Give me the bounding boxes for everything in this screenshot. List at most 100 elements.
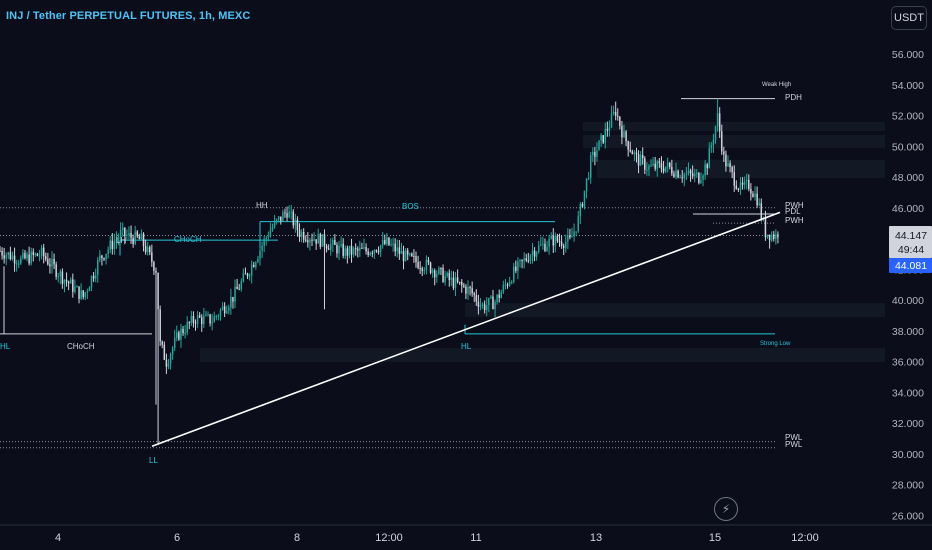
candle-body — [32, 251, 35, 255]
current-price-value: 44.147 — [895, 230, 927, 242]
price-axis-tick: 36.000 — [892, 357, 924, 369]
candle-body — [748, 179, 750, 190]
candle-body — [63, 279, 66, 284]
candle-body — [261, 245, 263, 251]
candle-body — [178, 332, 180, 340]
candle-body — [743, 181, 746, 185]
supply-demand-zone — [597, 160, 885, 178]
candle-body — [196, 315, 199, 324]
candle-body — [700, 179, 702, 183]
candle-body — [775, 234, 777, 239]
pwl-bottom-label: PWL — [785, 440, 803, 449]
time-axis-tick: 12:00 — [791, 532, 819, 544]
candle-body — [311, 239, 313, 241]
time-axis-tick: 8 — [294, 532, 300, 544]
pwl-top-label: PWL — [785, 433, 803, 442]
candle-body — [723, 151, 725, 155]
candle-body — [167, 363, 170, 367]
candle-body — [201, 317, 203, 325]
candle-body — [45, 256, 47, 260]
candle-body — [1, 250, 3, 256]
candle-body — [623, 131, 625, 138]
candle-body — [475, 295, 478, 302]
currency-button[interactable]: USDT — [891, 6, 927, 30]
candle-body — [756, 193, 758, 206]
supply-demand-zone — [583, 135, 885, 148]
candle-body — [215, 315, 218, 317]
candle-body — [313, 239, 315, 241]
candle-body — [633, 152, 636, 155]
candle-body — [329, 244, 332, 250]
candle-body — [691, 173, 694, 177]
candle-body — [675, 170, 677, 177]
candle-body — [473, 293, 475, 296]
candle-body — [465, 286, 467, 294]
candle-body — [78, 286, 80, 299]
candle-body — [5, 254, 7, 259]
candle-body — [346, 248, 349, 256]
candle-body — [325, 245, 328, 249]
candle-body — [59, 271, 62, 277]
candle-body — [309, 239, 311, 243]
price-axis-tick: 50.000 — [892, 141, 924, 153]
candle-body — [375, 250, 378, 252]
candle-body — [182, 328, 184, 334]
choch-white-label: CHoCH — [67, 342, 95, 351]
candle-body — [654, 163, 656, 169]
candle-body — [679, 177, 681, 179]
price-axis-tick: 56.000 — [892, 49, 924, 61]
candle-body — [34, 253, 37, 255]
ascending-trendline[interactable] — [151, 211, 781, 447]
bos-label: BOS — [402, 202, 419, 211]
candle-body — [758, 203, 760, 206]
candle-body — [673, 173, 675, 177]
candle-body — [84, 292, 87, 298]
candle-body — [173, 337, 176, 348]
candle-body — [121, 227, 124, 230]
candle-body — [317, 234, 319, 244]
candle-body — [406, 250, 409, 255]
candle-body — [629, 149, 631, 152]
candle-body — [388, 237, 390, 245]
candle-body — [411, 253, 413, 256]
candle-body — [604, 128, 607, 143]
candle-body — [614, 111, 617, 116]
candle-body — [286, 213, 288, 218]
candle-body — [332, 240, 334, 245]
hl-left-label: HL — [0, 342, 11, 351]
candle-body — [639, 155, 642, 166]
candle-body — [20, 257, 22, 264]
candle-body — [42, 247, 45, 257]
candle-body — [119, 229, 122, 238]
candle-body — [26, 254, 28, 259]
key-level-lines — [0, 98, 775, 449]
candle-body — [510, 282, 513, 284]
last-price-badge — [889, 258, 932, 273]
candle-body — [36, 253, 39, 256]
candle-body — [733, 172, 735, 186]
candle-body — [352, 248, 355, 255]
candle-body — [737, 188, 740, 190]
candle-body — [569, 235, 571, 238]
candle-body — [608, 127, 611, 131]
price-axis-tick: 38.000 — [892, 326, 924, 338]
candle-body — [436, 273, 438, 278]
order-block-zones — [200, 122, 885, 362]
candle-body — [523, 258, 525, 261]
candle-body — [517, 261, 519, 271]
candle-body — [138, 236, 141, 240]
candle-body — [24, 252, 26, 259]
candle-body — [107, 249, 109, 254]
candle-body — [51, 258, 53, 267]
pwh-top-label: PWH — [785, 201, 804, 210]
candle-body — [446, 272, 448, 277]
candle-body — [244, 273, 247, 275]
candle-body — [165, 359, 168, 367]
candle-body — [88, 287, 91, 292]
candle-body — [149, 246, 151, 253]
candle-body — [619, 116, 621, 126]
lightning-icon[interactable]: ⚡ — [714, 497, 738, 521]
candle-body — [461, 281, 463, 286]
candle-body — [637, 154, 640, 166]
